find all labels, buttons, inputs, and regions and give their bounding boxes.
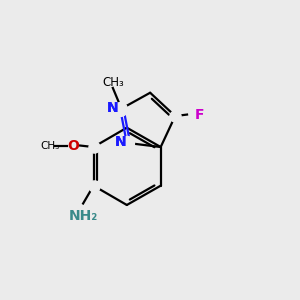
Text: CH₃: CH₃: [41, 140, 60, 151]
Text: CH₃: CH₃: [102, 76, 124, 89]
Text: F: F: [194, 108, 204, 122]
Text: N: N: [115, 135, 127, 149]
Text: N: N: [107, 101, 118, 115]
Text: NH₂: NH₂: [68, 209, 98, 224]
Text: O: O: [67, 139, 79, 152]
Text: N: N: [107, 101, 118, 115]
Text: N: N: [115, 135, 127, 149]
